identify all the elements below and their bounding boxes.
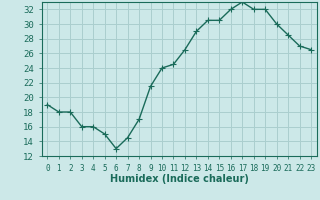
X-axis label: Humidex (Indice chaleur): Humidex (Indice chaleur) — [110, 174, 249, 184]
